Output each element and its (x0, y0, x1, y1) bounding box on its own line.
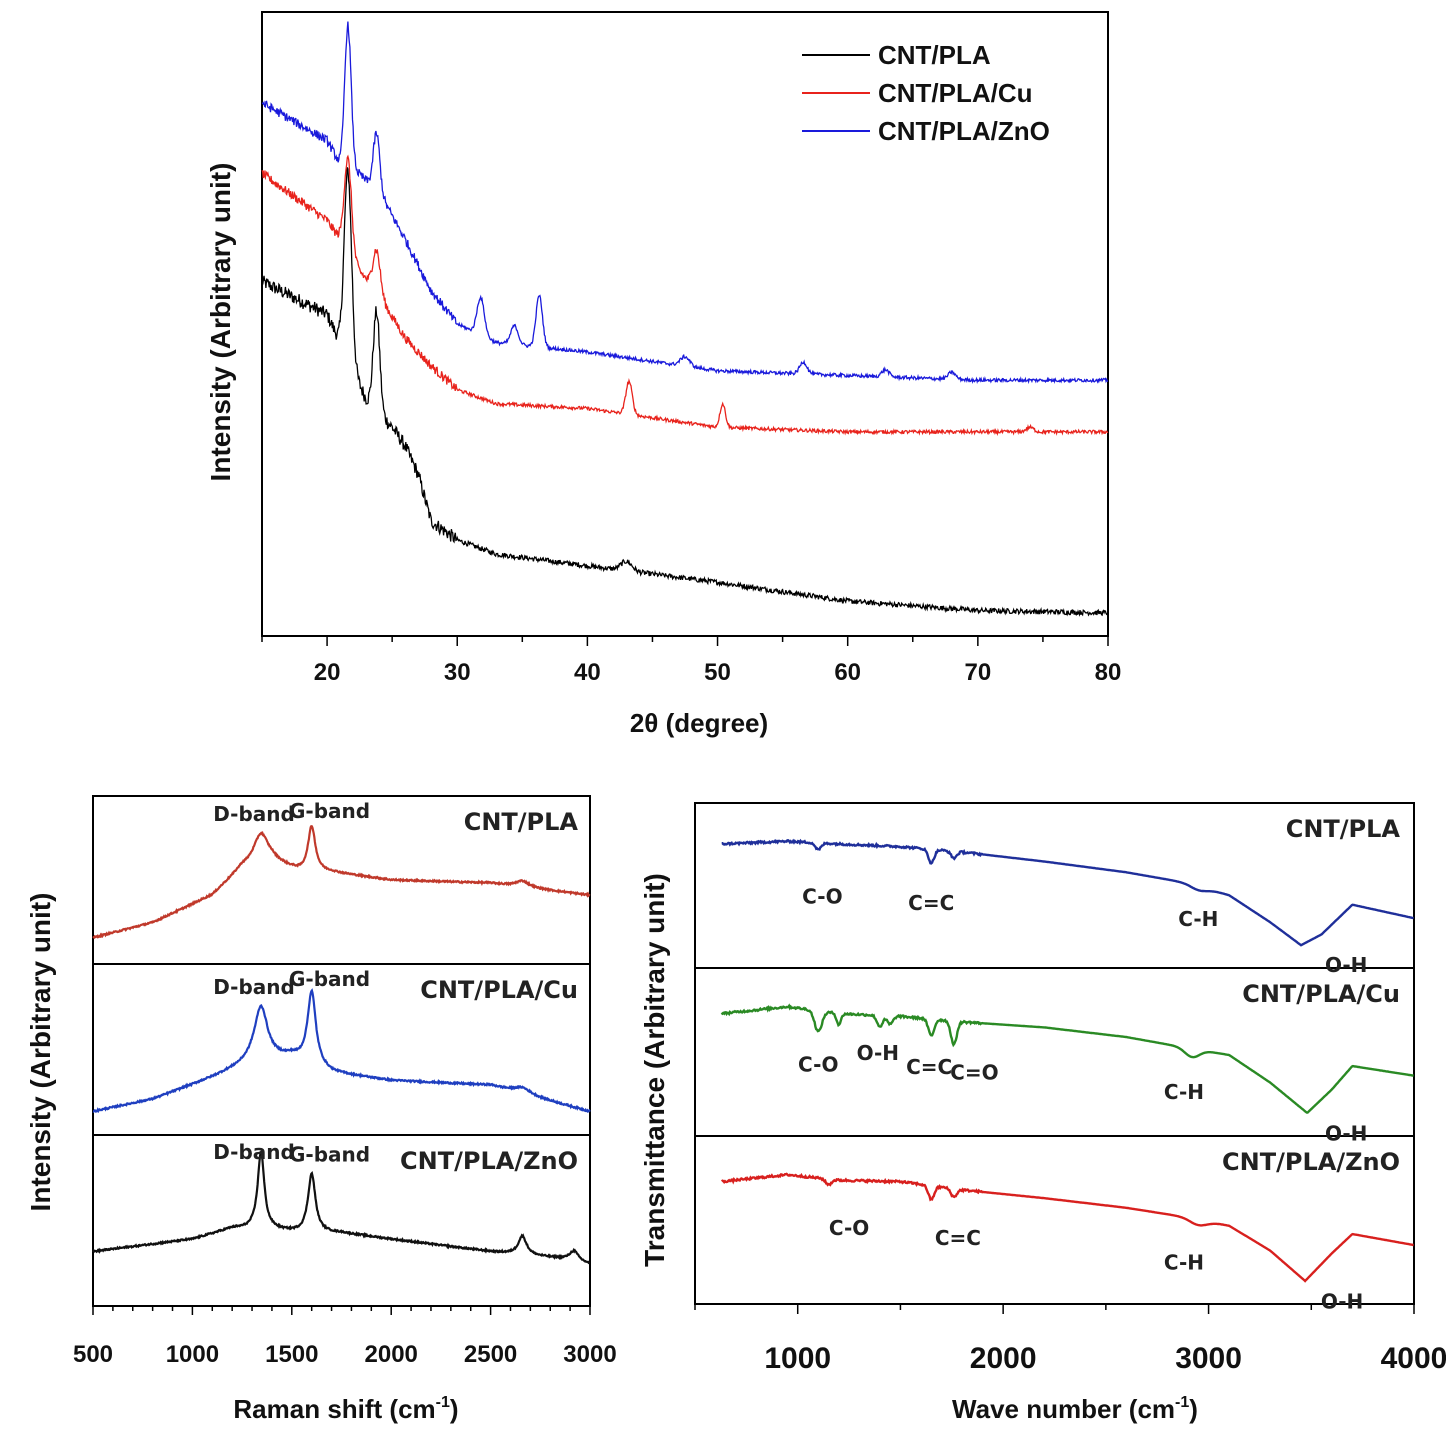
ftir-band-label: C-H (1164, 1251, 1204, 1275)
xrd-chart: 20 30 40 50 60 70 80 CNT/PLA CNT/PLA/Cu CNT/PLA/… (205, 11, 1122, 738)
ftir-band-label: O-H (1321, 1289, 1363, 1313)
ftir-x-axis-label: Wave number (cm-1) (952, 1394, 1198, 1424)
raman-x-axis-label: Raman shift (cm-1) (233, 1394, 458, 1424)
raman-x-tick-label: 2000 (365, 1341, 418, 1368)
ftir-series-group (720, 838, 1414, 1283)
ftir-series-cnt-pla (721, 838, 1414, 947)
xrd-x-tick-label: 50 (704, 659, 731, 686)
xrd-x-tick-label: 30 (444, 659, 471, 686)
xrd-y-axis-label: Intensity (Arbitrary unit) (205, 163, 236, 482)
raman-panel-tag-cnt-pla-zno: CNT/PLA/ZnO (400, 1147, 578, 1175)
xrd-legend: CNT/PLA CNT/PLA/Cu CNT/PLA/ZnO (802, 40, 1050, 146)
xrd-series-cnt-pla-zno (261, 21, 1109, 385)
ftir-band-label: C=C (908, 891, 954, 915)
ftir-y-axis-label: Transmittance (Arbitrary unit) (639, 873, 670, 1267)
xrd-series-cnt-pla-cu (261, 154, 1109, 437)
raman-d-band-label: D-band (213, 975, 295, 999)
ftir-plot-frame (694, 802, 1415, 1305)
xrd-series-group (261, 21, 1109, 617)
ftir-band-label: C=C (935, 1226, 981, 1250)
raman-x-tick-label: 500 (73, 1341, 113, 1368)
xrd-legend-label-cnt-pla-cu: CNT/PLA/Cu (878, 78, 1033, 108)
xrd-legend-label-cnt-pla-zno: CNT/PLA/ZnO (878, 116, 1050, 146)
raman-y-axis-label: Intensity (Arbitrary unit) (25, 893, 56, 1212)
ftir-band-label: C-O (829, 1216, 869, 1240)
ftir-x-tick-label: 3000 (1175, 1342, 1242, 1375)
raman-g-band-label: G-band (289, 1143, 370, 1167)
ftir-band-label: C-H (1178, 907, 1218, 931)
raman-g-band-label: G-band (289, 967, 370, 991)
raman-series-cnt-pla-cu (92, 988, 591, 1114)
xrd-x-ticks: 20 30 40 50 60 70 80 (261, 636, 1122, 686)
raman-plot-frame (92, 795, 591, 1307)
xrd-series-cnt-pla (261, 167, 1109, 617)
xrd-plot-frame (261, 11, 1109, 637)
ftir-chart: 1000 2000 3000 4000 C-O C=C C-H O-H CNT/PLA C-O O… (639, 802, 1446, 1424)
raman-series-cnt-pla-zno (91, 1150, 591, 1265)
raman-x-tick-label: 1000 (166, 1341, 219, 1368)
raman-x-tick-label: 3000 (563, 1341, 616, 1368)
ftir-band-label: C=O (950, 1061, 998, 1085)
raman-g-band-label: G-band (289, 799, 370, 823)
raman-panel-tag-cnt-pla: CNT/PLA (464, 808, 579, 836)
raman-d-band-label: D-band (213, 802, 295, 826)
raman-x-axis-label-end: ) (450, 1394, 459, 1424)
ftir-band-label: C=C (906, 1055, 952, 1079)
xrd-x-tick-label: 20 (314, 659, 341, 686)
ftir-x-tick-label: 4000 (1381, 1342, 1446, 1375)
raman-x-tick-label: 1500 (265, 1341, 318, 1368)
raman-x-tick-label: 2500 (464, 1341, 517, 1368)
ftir-x-axis-label-end: ) (1189, 1394, 1198, 1424)
xrd-x-tick-label: 80 (1095, 659, 1122, 686)
xrd-legend-label-cnt-pla: CNT/PLA (878, 40, 991, 70)
ftir-band-label: C-H (1164, 1080, 1204, 1104)
ftir-band-label: O-H (1325, 953, 1367, 977)
ftir-x-ticks: 1000 2000 3000 4000 (694, 1304, 1446, 1375)
ftir-series-cnt-pla-zno (720, 1172, 1414, 1283)
raman-x-axis-label-sup: -1 (436, 1394, 450, 1411)
xrd-x-tick-label: 40 (574, 659, 601, 686)
ftir-band-label: O-H (857, 1041, 899, 1065)
ftir-band-label: O-H (1325, 1121, 1367, 1145)
raman-panel-tag-cnt-pla-cu: CNT/PLA/Cu (420, 976, 578, 1004)
ftir-series-cnt-pla-cu (720, 1003, 1414, 1114)
ftir-panel-tag-cnt-pla: CNT/PLA (1286, 815, 1401, 843)
ftir-x-axis-label-main: Wave number (cm (952, 1394, 1175, 1424)
raman-x-axis-label-main: Raman shift (cm (233, 1394, 435, 1424)
raman-d-band-label: D-band (213, 1140, 295, 1164)
xrd-x-tick-label: 70 (964, 659, 991, 686)
ftir-panel-tag-cnt-pla-zno: CNT/PLA/ZnO (1222, 1148, 1400, 1176)
raman-series-group (91, 824, 591, 1265)
xrd-x-axis-label: 2θ (degree) (630, 708, 768, 738)
ftir-x-axis-label-sup: -1 (1175, 1394, 1189, 1411)
raman-x-ticks: 500 1000 1500 2000 2500 3000 (73, 1306, 617, 1368)
ftir-band-label: C-O (802, 884, 842, 908)
ftir-x-tick-label: 1000 (764, 1342, 831, 1375)
raman-series-cnt-pla (92, 824, 591, 940)
ftir-panel-tag-cnt-pla-cu: CNT/PLA/Cu (1242, 980, 1400, 1008)
ftir-band-label: C-O (798, 1052, 838, 1076)
xrd-x-tick-label: 60 (834, 659, 861, 686)
ftir-x-tick-label: 2000 (970, 1342, 1037, 1375)
